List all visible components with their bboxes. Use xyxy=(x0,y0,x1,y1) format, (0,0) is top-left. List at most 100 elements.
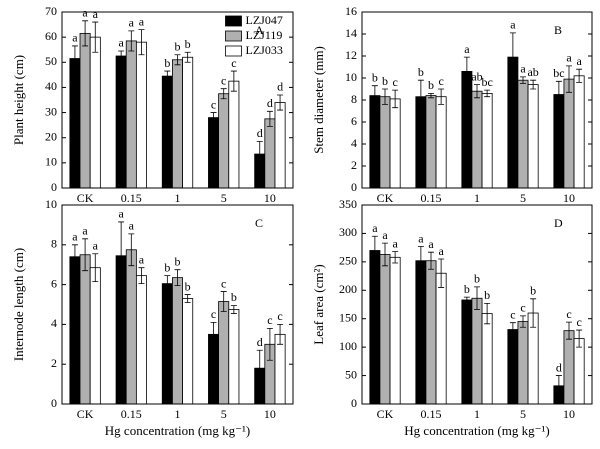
significance-letter: a xyxy=(82,224,88,238)
significance-letter: a xyxy=(392,236,398,250)
significance-letter: b xyxy=(464,282,470,296)
bar xyxy=(471,90,483,189)
bar xyxy=(79,32,91,189)
bar xyxy=(563,78,575,189)
significance-letter: bc xyxy=(481,75,492,89)
y-tick-label: 60 xyxy=(45,29,57,43)
significance-letter: a xyxy=(93,7,99,21)
significance-letter: b xyxy=(231,290,237,304)
error-bar xyxy=(266,110,273,127)
y-tick-label: 0 xyxy=(351,180,357,194)
error-bar xyxy=(220,291,227,312)
significance-letter: c xyxy=(520,301,525,315)
significance-letter: c xyxy=(267,313,272,327)
bar xyxy=(172,277,183,405)
error-bar xyxy=(474,286,480,311)
error-bar xyxy=(71,244,78,270)
y-axis-title: Stem diameter (mm) xyxy=(311,46,326,154)
error-bar xyxy=(174,54,181,66)
error-bar xyxy=(530,298,537,328)
y-tick-label: 200 xyxy=(339,282,357,296)
legend-swatch xyxy=(225,30,242,42)
y-tick-label: 16 xyxy=(345,4,357,18)
x-tick-label: 5 xyxy=(221,407,227,421)
bar xyxy=(264,118,276,189)
legend-swatch xyxy=(225,45,242,57)
error-bar xyxy=(417,246,424,276)
x-tick-label: CK xyxy=(77,191,94,205)
y-tick-label: 40 xyxy=(45,79,57,93)
significance-letter: c xyxy=(221,276,226,290)
error-bar xyxy=(438,88,445,105)
bar xyxy=(527,84,539,189)
significance-letter: b xyxy=(164,260,170,274)
significance-letter: d xyxy=(257,126,263,140)
bar xyxy=(481,313,493,405)
legend-label: LZJ033 xyxy=(246,43,283,57)
error-bar xyxy=(256,141,263,168)
plot-frame xyxy=(361,204,593,405)
error-bar xyxy=(382,88,388,105)
bar xyxy=(135,41,147,189)
x-tick-label: CK xyxy=(377,191,394,205)
error-bar xyxy=(392,251,399,264)
bar xyxy=(415,260,427,405)
significance-letter: a xyxy=(520,62,526,76)
error-bar xyxy=(138,29,145,56)
plot-frame xyxy=(61,204,294,405)
error-bar xyxy=(71,45,78,72)
significance-letter: b xyxy=(175,39,181,53)
bar xyxy=(425,95,437,189)
bar xyxy=(182,56,194,189)
x-tick-label: 1 xyxy=(175,191,181,205)
error-bar xyxy=(82,20,89,47)
x-tick-label: 5 xyxy=(520,191,526,205)
y-tick-label: 10 xyxy=(345,70,357,84)
bar xyxy=(172,59,183,189)
error-bar xyxy=(555,375,562,397)
y-tick-label: 150 xyxy=(339,310,357,324)
significance-letter: ab xyxy=(527,65,538,79)
significance-letter: b xyxy=(382,74,388,88)
error-bar xyxy=(82,238,89,272)
significance-letter: a xyxy=(566,51,572,65)
y-tick-label: 14 xyxy=(345,26,357,40)
x-axis-title: Hg concentration (mg kg⁻¹) xyxy=(105,423,250,438)
significance-letter: a xyxy=(139,14,145,28)
bar xyxy=(218,301,230,405)
bar xyxy=(435,96,447,189)
y-tick-label: 30 xyxy=(45,104,57,118)
y-tick-label: 6 xyxy=(351,114,357,128)
significance-letter: a xyxy=(576,54,582,68)
y-tick-label: 50 xyxy=(345,367,357,381)
significance-letter: c xyxy=(231,56,236,70)
significance-letter: a xyxy=(464,42,470,56)
significance-letter: a xyxy=(72,230,78,244)
significance-letter: a xyxy=(382,228,388,242)
significance-letter: b xyxy=(474,272,480,286)
significance-letter: bc xyxy=(553,66,564,80)
bar xyxy=(379,96,391,189)
y-tick-label: 10 xyxy=(45,197,57,211)
x-tick-label: CK xyxy=(377,407,394,421)
significance-letter: c xyxy=(576,315,581,329)
plot-frame xyxy=(361,11,593,189)
significance-letter: a xyxy=(418,231,424,245)
error-bar xyxy=(92,21,99,53)
error-bar xyxy=(266,327,273,361)
bar xyxy=(89,267,101,405)
significance-letter: a xyxy=(93,239,99,253)
error-bar xyxy=(277,94,284,111)
x-tick-label: 10 xyxy=(563,191,575,205)
error-bar xyxy=(428,251,434,270)
x-tick-label: 1 xyxy=(175,407,181,421)
error-bar xyxy=(566,321,572,340)
significance-letter: b xyxy=(185,37,191,51)
error-bar xyxy=(438,258,445,288)
error-bar xyxy=(184,51,191,63)
significance-letter: d xyxy=(267,96,273,110)
y-tick-label: 100 xyxy=(339,339,357,353)
panel-label: A xyxy=(255,23,264,37)
error-bar xyxy=(428,93,434,99)
